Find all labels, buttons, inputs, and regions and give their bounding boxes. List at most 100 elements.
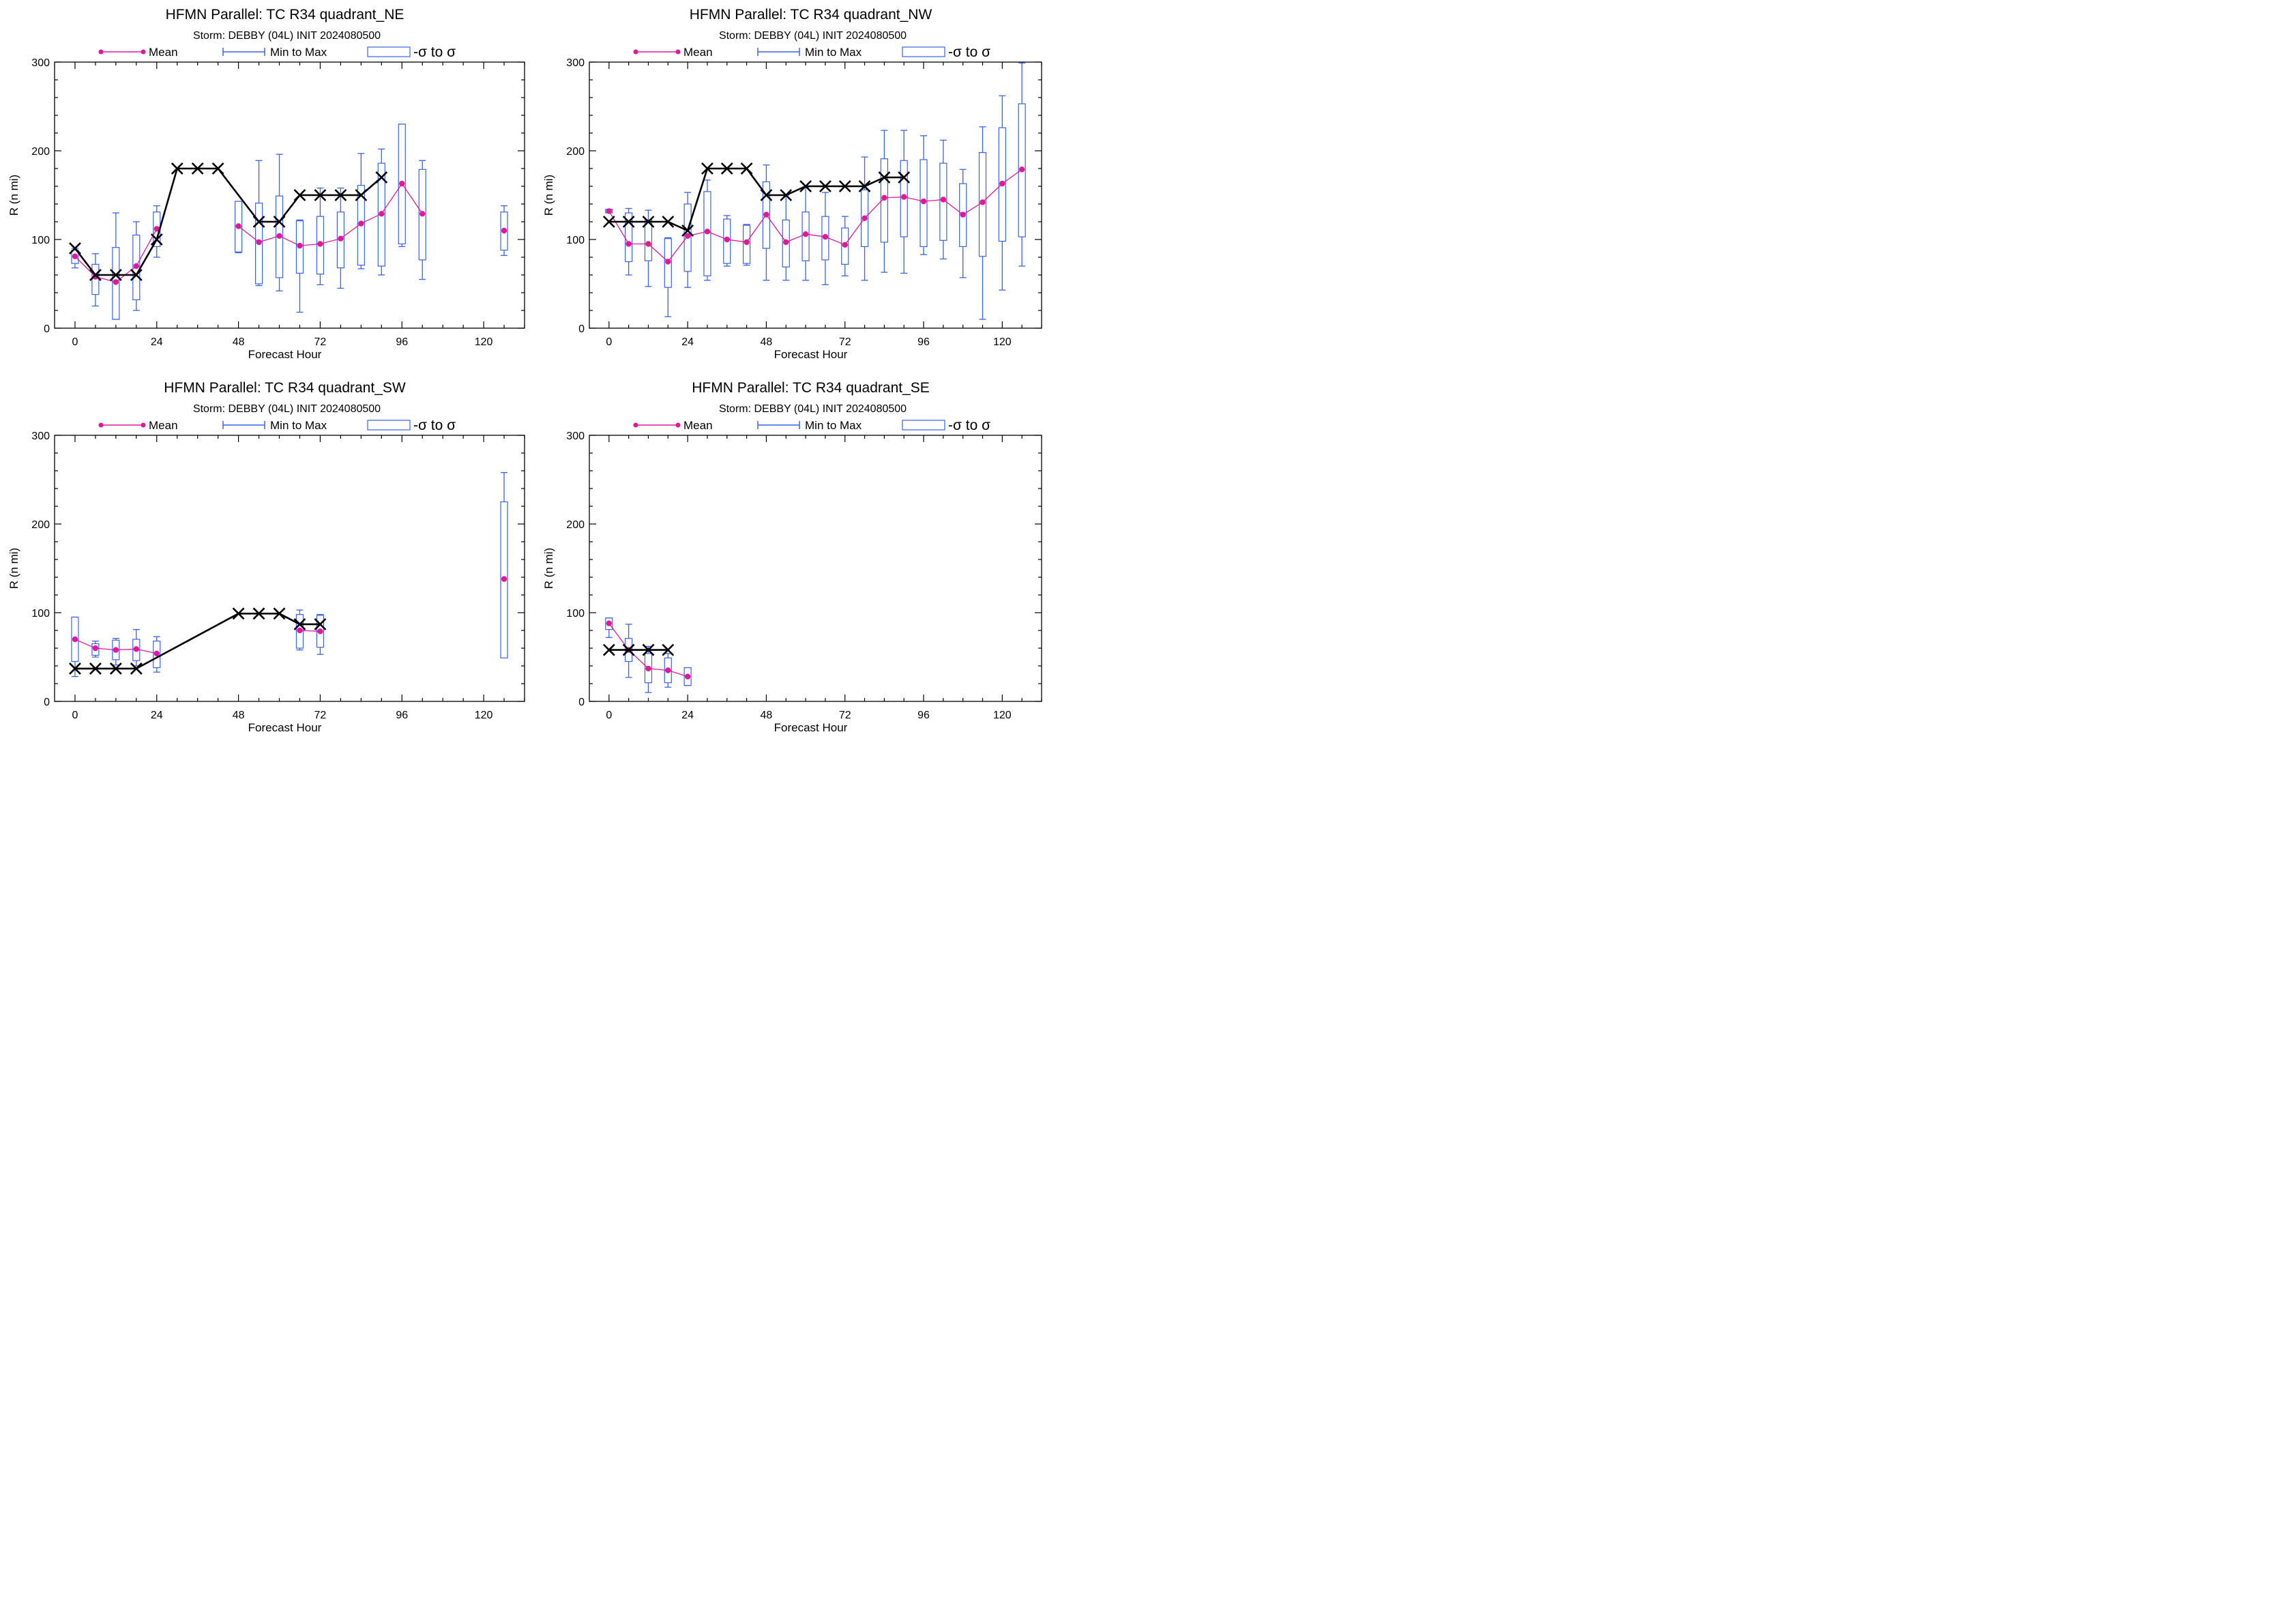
x-tick-label: 96 bbox=[396, 336, 408, 348]
official-point bbox=[211, 162, 224, 175]
x-tick-label: 48 bbox=[233, 710, 245, 721]
mean-point bbox=[744, 239, 750, 246]
official-point bbox=[69, 662, 81, 675]
legend-sigma-label: -σ to σ bbox=[413, 418, 456, 433]
sigma-series bbox=[71, 501, 508, 669]
x-tick-label: 72 bbox=[839, 710, 851, 721]
official-series bbox=[602, 643, 675, 656]
legend-minmax-label: Min to Max bbox=[805, 419, 862, 432]
sigma-box bbox=[625, 212, 633, 263]
y-tick-label: 200 bbox=[566, 519, 585, 531]
mean-line bbox=[299, 630, 321, 632]
y-tick-label: 0 bbox=[44, 697, 50, 708]
plot-frame bbox=[589, 61, 1042, 329]
x-axis-label: Forecast Hour bbox=[774, 348, 848, 361]
y-axis-label: R (n mi) bbox=[8, 175, 20, 216]
y-tick-label: 100 bbox=[566, 608, 585, 620]
x-tick-label: 24 bbox=[151, 710, 163, 721]
mean-point bbox=[940, 196, 947, 203]
official-point bbox=[109, 269, 122, 281]
y-tick-label: 200 bbox=[566, 146, 585, 158]
official-point bbox=[622, 643, 635, 656]
y-tick-label: 300 bbox=[566, 431, 585, 442]
official-line bbox=[608, 167, 904, 232]
mean-point bbox=[665, 259, 671, 265]
official-point bbox=[355, 189, 368, 201]
official-point bbox=[273, 216, 286, 228]
chart-title: HFMN Parallel: TC R34 quadrant_NE bbox=[166, 7, 404, 23]
x-tick-label: 48 bbox=[761, 336, 773, 348]
y-tick-label: 100 bbox=[566, 235, 585, 246]
mean-point bbox=[501, 227, 507, 234]
panel-ne: HFMN Parallel: TC R34 quadrant_NE Storm:… bbox=[8, 7, 525, 361]
official-point bbox=[701, 162, 713, 175]
official-point bbox=[662, 216, 675, 228]
mean-series bbox=[606, 166, 1025, 265]
x-tick-label: 24 bbox=[681, 710, 694, 721]
x-tick-label: 72 bbox=[314, 710, 327, 721]
mean-point bbox=[901, 194, 907, 200]
legend-mean-label: Mean bbox=[149, 419, 178, 432]
official-point bbox=[898, 171, 911, 184]
legend-mean-dot-end bbox=[141, 422, 146, 428]
mean-series bbox=[72, 576, 507, 656]
mean-series bbox=[606, 620, 691, 680]
legend-sigma-box bbox=[367, 420, 411, 431]
chart-subtitle: Storm: DEBBY (04L) INIT 2024080500 bbox=[193, 403, 381, 415]
mean-point bbox=[501, 576, 507, 582]
legend-sigma-label: -σ to σ bbox=[948, 418, 990, 433]
x-tick-label: 120 bbox=[993, 336, 1012, 348]
x-tick-label: 0 bbox=[72, 336, 78, 348]
x-tick-label: 120 bbox=[475, 710, 493, 721]
plot-frame bbox=[589, 435, 1042, 702]
legend-sigma-label: -σ to σ bbox=[948, 44, 990, 60]
x-tick-label: 0 bbox=[606, 710, 612, 721]
legend bbox=[633, 46, 945, 57]
legend-mean-dot-end bbox=[675, 49, 681, 55]
y-tick-label: 100 bbox=[31, 608, 50, 620]
x-tick-label: 0 bbox=[72, 710, 78, 721]
x-tick-label: 48 bbox=[233, 336, 245, 348]
plot-frame bbox=[54, 435, 525, 702]
x-axis-label: Forecast Hour bbox=[248, 348, 322, 361]
official-point bbox=[293, 617, 306, 630]
legend-minmax-label: Min to Max bbox=[270, 46, 327, 59]
official-point bbox=[171, 162, 183, 175]
legend-mean-dot-start bbox=[633, 422, 638, 428]
mean-point bbox=[862, 215, 868, 221]
mean-point bbox=[822, 233, 829, 240]
legend-minmax-label: Min to Max bbox=[805, 46, 862, 59]
legend-mean-dot-end bbox=[675, 422, 681, 428]
official-point bbox=[252, 216, 265, 228]
legend-sigma-label: -σ to σ bbox=[413, 44, 456, 60]
mean-point bbox=[920, 198, 927, 205]
mean-point bbox=[665, 667, 671, 673]
x-axis-label: Forecast Hour bbox=[248, 721, 322, 734]
plot-frame bbox=[54, 61, 525, 329]
mean-point bbox=[399, 180, 405, 187]
official-point bbox=[252, 607, 265, 620]
mean-point bbox=[606, 620, 613, 626]
chart-title: HFMN Parallel: TC R34 quadrant_SW bbox=[164, 380, 406, 396]
official-point bbox=[89, 269, 102, 281]
official-series bbox=[69, 607, 327, 675]
official-point bbox=[150, 233, 163, 246]
panel-se: HFMN Parallel: TC R34 quadrant_SE Storm:… bbox=[542, 380, 1042, 734]
legend-mean-dot-end bbox=[141, 49, 146, 55]
official-point bbox=[602, 643, 615, 656]
y-tick-label: 0 bbox=[44, 323, 50, 335]
official-point bbox=[760, 189, 773, 201]
y-axis-label: R (n mi) bbox=[542, 175, 555, 216]
mean-line bbox=[238, 182, 423, 246]
x-tick-label: 96 bbox=[396, 710, 408, 721]
official-point bbox=[799, 180, 812, 192]
official-point bbox=[273, 607, 286, 620]
chart-subtitle: Storm: DEBBY (04L) INIT 2024080500 bbox=[193, 30, 381, 42]
official-point bbox=[314, 189, 327, 201]
official-point bbox=[191, 162, 204, 175]
mean-point bbox=[1018, 166, 1025, 173]
official-point bbox=[681, 224, 694, 237]
y-tick-label: 300 bbox=[31, 431, 50, 442]
mean-point bbox=[92, 645, 99, 652]
legend-mean-dot-start bbox=[98, 422, 104, 428]
